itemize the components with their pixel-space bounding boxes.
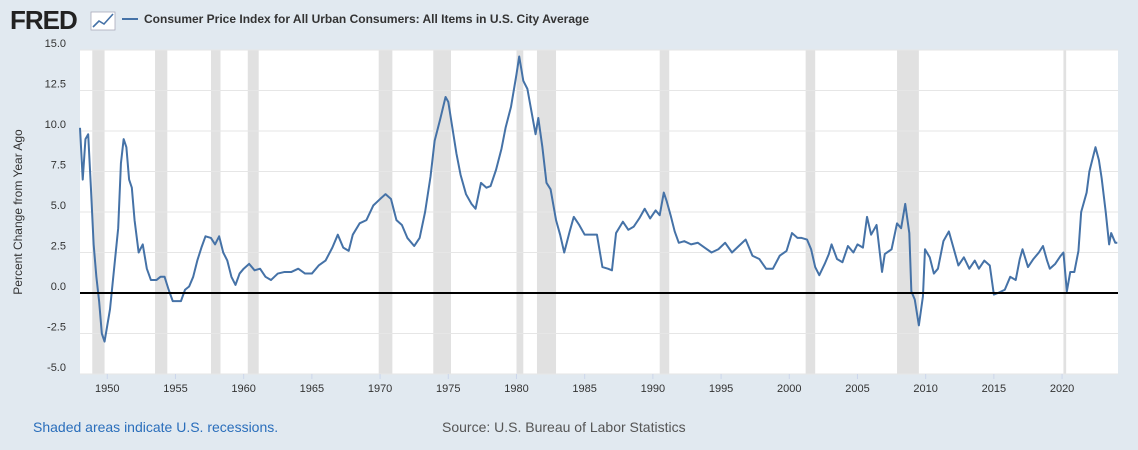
x-tick-label: 1950 — [95, 383, 119, 395]
y-tick-label: 0.0 — [51, 281, 66, 293]
line-layer — [79, 55, 1118, 343]
logo: FRED — [10, 5, 77, 35]
y-tick-label: 10.0 — [45, 119, 66, 131]
x-tick-label: 2005 — [845, 383, 869, 395]
data-line — [79, 55, 1118, 343]
x-tick-label: 2015 — [982, 383, 1006, 395]
source-note: Source: U.S. Bureau of Labor Statistics — [442, 419, 686, 435]
x-tick-label: 1965 — [300, 383, 324, 395]
x-tick-label: 1990 — [641, 383, 665, 395]
y-tick-label: 2.5 — [51, 241, 66, 253]
y-tick-label: 15.0 — [45, 38, 66, 50]
recession-note: Shaded areas indicate U.S. recessions. — [33, 419, 278, 435]
y-tick-label: 12.5 — [45, 79, 66, 91]
x-tick-label: 1955 — [163, 383, 187, 395]
x-tick-label: 1970 — [368, 383, 392, 395]
x-tick-label: 2010 — [913, 383, 937, 395]
x-tick-label: 2000 — [777, 383, 801, 395]
logo-icon — [90, 11, 116, 31]
legend-label: Consumer Price Index for All Urban Consu… — [144, 12, 589, 26]
x-tick-label: 1995 — [709, 383, 733, 395]
y-tick-label: 7.5 — [51, 160, 66, 172]
y-tick-label: -5.0 — [47, 362, 66, 374]
x-tick-label: 1975 — [436, 383, 460, 395]
x-tick-label: 1980 — [504, 383, 528, 395]
x-tick-label: 1985 — [572, 383, 596, 395]
y-tick-label: 5.0 — [51, 200, 66, 212]
x-tick-label: 1960 — [231, 383, 255, 395]
y-tick-label: -2.5 — [47, 322, 66, 334]
y-axis-label: Percent Change from Year Ago — [11, 129, 25, 295]
x-tick-label: 2020 — [1050, 383, 1074, 395]
